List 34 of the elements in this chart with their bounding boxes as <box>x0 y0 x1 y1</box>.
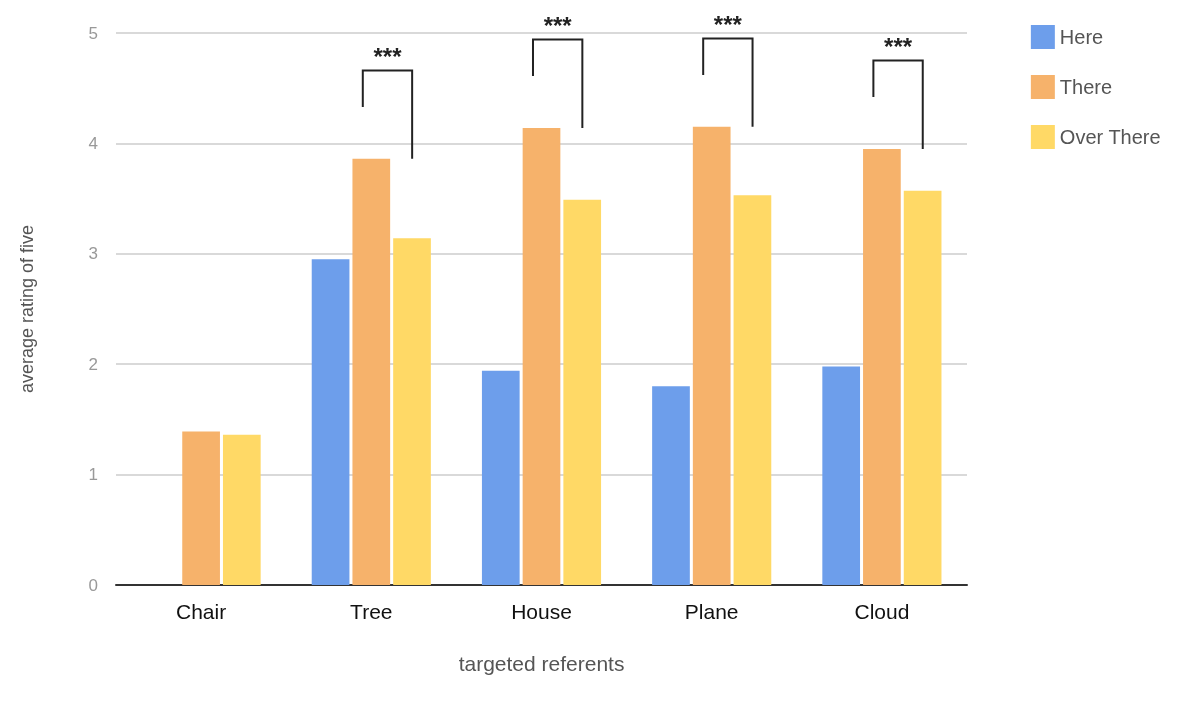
bar <box>822 366 861 585</box>
annotation: *** <box>884 32 913 60</box>
bar <box>352 158 391 585</box>
x-tick-label: Chair <box>176 600 227 623</box>
bar <box>522 127 561 585</box>
y-tick-label: 0 <box>88 575 98 595</box>
annotation: *** <box>373 42 403 70</box>
bar <box>182 431 220 585</box>
bar <box>903 190 942 585</box>
y-tick-label: 3 <box>88 244 98 264</box>
bar <box>222 434 261 585</box>
y-axis-title: average rating of five <box>17 224 37 394</box>
annotation: *** <box>543 11 573 39</box>
x-axis-title: targeted referents <box>458 652 625 675</box>
y-tick-label: 1 <box>88 465 98 485</box>
bar <box>481 370 520 585</box>
x-tick-label: Tree <box>350 600 393 623</box>
legend-label: Over There <box>1059 126 1161 148</box>
bar <box>652 386 690 585</box>
legend-label: Here <box>1059 26 1104 48</box>
annotation: *** <box>713 10 743 38</box>
bar <box>733 195 772 585</box>
y-tick-label: 4 <box>88 133 98 153</box>
bar <box>692 126 731 585</box>
y-tick-label: 2 <box>88 354 98 374</box>
bar <box>863 148 901 585</box>
x-tick-label: Cloud <box>854 600 910 623</box>
x-tick-label: Plane <box>684 600 739 623</box>
bar <box>311 259 350 585</box>
bar <box>393 238 431 585</box>
x-tick-label: House <box>511 600 572 623</box>
y-tick-label: 5 <box>88 23 98 43</box>
legend-label: There <box>1059 76 1113 98</box>
bar <box>563 199 602 585</box>
